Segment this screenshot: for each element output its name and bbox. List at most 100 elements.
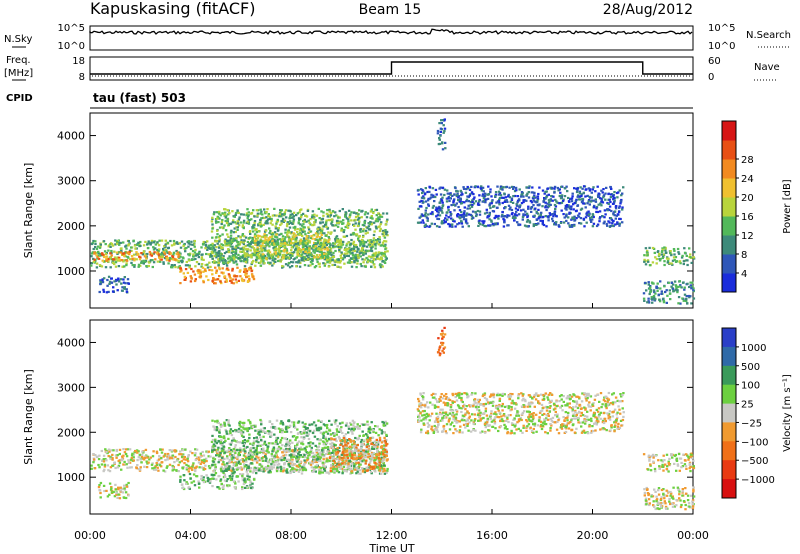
echo-cell: [604, 198, 607, 201]
echo-cell: [309, 261, 313, 264]
echo-cell: [204, 268, 207, 271]
echo-cell: [274, 252, 278, 255]
echo-cell: [321, 246, 324, 249]
echo-cell: [190, 277, 193, 280]
echo-cell: [280, 239, 283, 242]
echo-cell: [187, 245, 190, 248]
echo-cell: [346, 226, 350, 229]
echo-cell: [225, 479, 228, 483]
echo-cell: [209, 265, 212, 268]
echo-cell: [120, 458, 123, 461]
echo-cell: [291, 222, 294, 225]
echo-cell: [553, 223, 556, 226]
echo-cell: [681, 297, 684, 300]
echo-cell: [352, 240, 356, 243]
echo-cell: [256, 459, 259, 462]
echo-cell: [434, 188, 438, 191]
echo-cell: [686, 263, 689, 267]
echo-cell: [522, 208, 525, 211]
echo-cell: [496, 200, 500, 203]
echo-cell: [430, 193, 433, 196]
echo-cell: [254, 228, 258, 231]
echo-cell: [484, 225, 488, 228]
echo-cell: [255, 259, 258, 262]
echo-cell: [465, 188, 468, 191]
echo-cell: [107, 455, 110, 458]
echo-cell: [445, 200, 449, 203]
echo-cell: [522, 213, 525, 216]
echo-cell: [200, 265, 203, 268]
echo-cell: [242, 241, 245, 244]
echo-cell: [203, 467, 207, 471]
echo-cell: [317, 248, 320, 251]
echo-cell: [356, 224, 360, 228]
echo-cell: [376, 447, 379, 450]
echo-cell: [281, 253, 285, 257]
echo-cell: [541, 221, 544, 224]
echo-cell: [273, 248, 277, 251]
echo-cell: [296, 428, 299, 431]
echo-cell: [245, 485, 249, 488]
echo-cell: [321, 256, 325, 259]
echo-cell: [621, 192, 624, 195]
echo-cell: [421, 196, 424, 199]
echo-cell: [290, 260, 293, 264]
echo-cell: [279, 244, 283, 247]
echo-cell: [384, 258, 387, 261]
echo-cell: [190, 466, 193, 470]
echo-cell: [278, 251, 282, 254]
echo-cell: [223, 208, 226, 211]
echo-cell: [370, 240, 373, 243]
echo-cell: [618, 189, 621, 192]
echo-cell: [96, 257, 99, 260]
echo-cell: [516, 221, 519, 224]
echo-cell: [440, 207, 444, 210]
echo-cell: [162, 251, 166, 254]
echo-cell: [359, 228, 362, 231]
echo-cell: [451, 225, 454, 228]
echo-cell: [271, 223, 274, 226]
echo-cell: [378, 428, 381, 431]
echo-cell: [201, 450, 204, 454]
echo-cell: [227, 242, 231, 245]
echo-cell: [193, 273, 197, 276]
echo-cell: [337, 435, 341, 438]
echo-cell: [193, 279, 197, 283]
echo-cell: [425, 225, 428, 228]
echo-cell: [192, 243, 196, 246]
echo-cell: [358, 235, 361, 238]
echo-cell: [328, 208, 331, 211]
echo-cell: [268, 232, 271, 235]
echo-cell: [520, 202, 524, 205]
echo-cell: [647, 297, 650, 300]
echo-cluster: [179, 266, 256, 285]
echo-cell: [350, 238, 353, 242]
echo-cell: [642, 292, 646, 295]
echo-cell: [90, 262, 93, 265]
echo-cell: [222, 271, 225, 274]
echo-cell: [343, 248, 346, 251]
echo-cell: [102, 460, 106, 463]
echo-cell: [225, 280, 229, 283]
echo-cell: [125, 288, 128, 291]
echo-cell: [439, 193, 443, 196]
echo-cell: [256, 214, 259, 217]
echo-cell: [215, 211, 219, 214]
echo-cell: [302, 240, 305, 243]
echo-cell: [335, 221, 339, 224]
echo-cell: [298, 265, 302, 268]
echo-cell: [283, 469, 286, 472]
echo-cell: [177, 260, 180, 264]
echo-cell: [177, 463, 180, 467]
echo-cell: [256, 248, 259, 251]
echo-cell: [220, 246, 223, 249]
colorbar-swatch: [722, 140, 736, 160]
echo-cell: [221, 259, 224, 262]
echo-cell: [621, 221, 624, 224]
echo-cell: [117, 265, 121, 268]
echo-cell: [379, 213, 382, 216]
echo-cell: [299, 446, 303, 449]
echo-cell: [276, 229, 280, 232]
echo-cell: [678, 280, 681, 283]
echo-cell: [289, 242, 293, 245]
